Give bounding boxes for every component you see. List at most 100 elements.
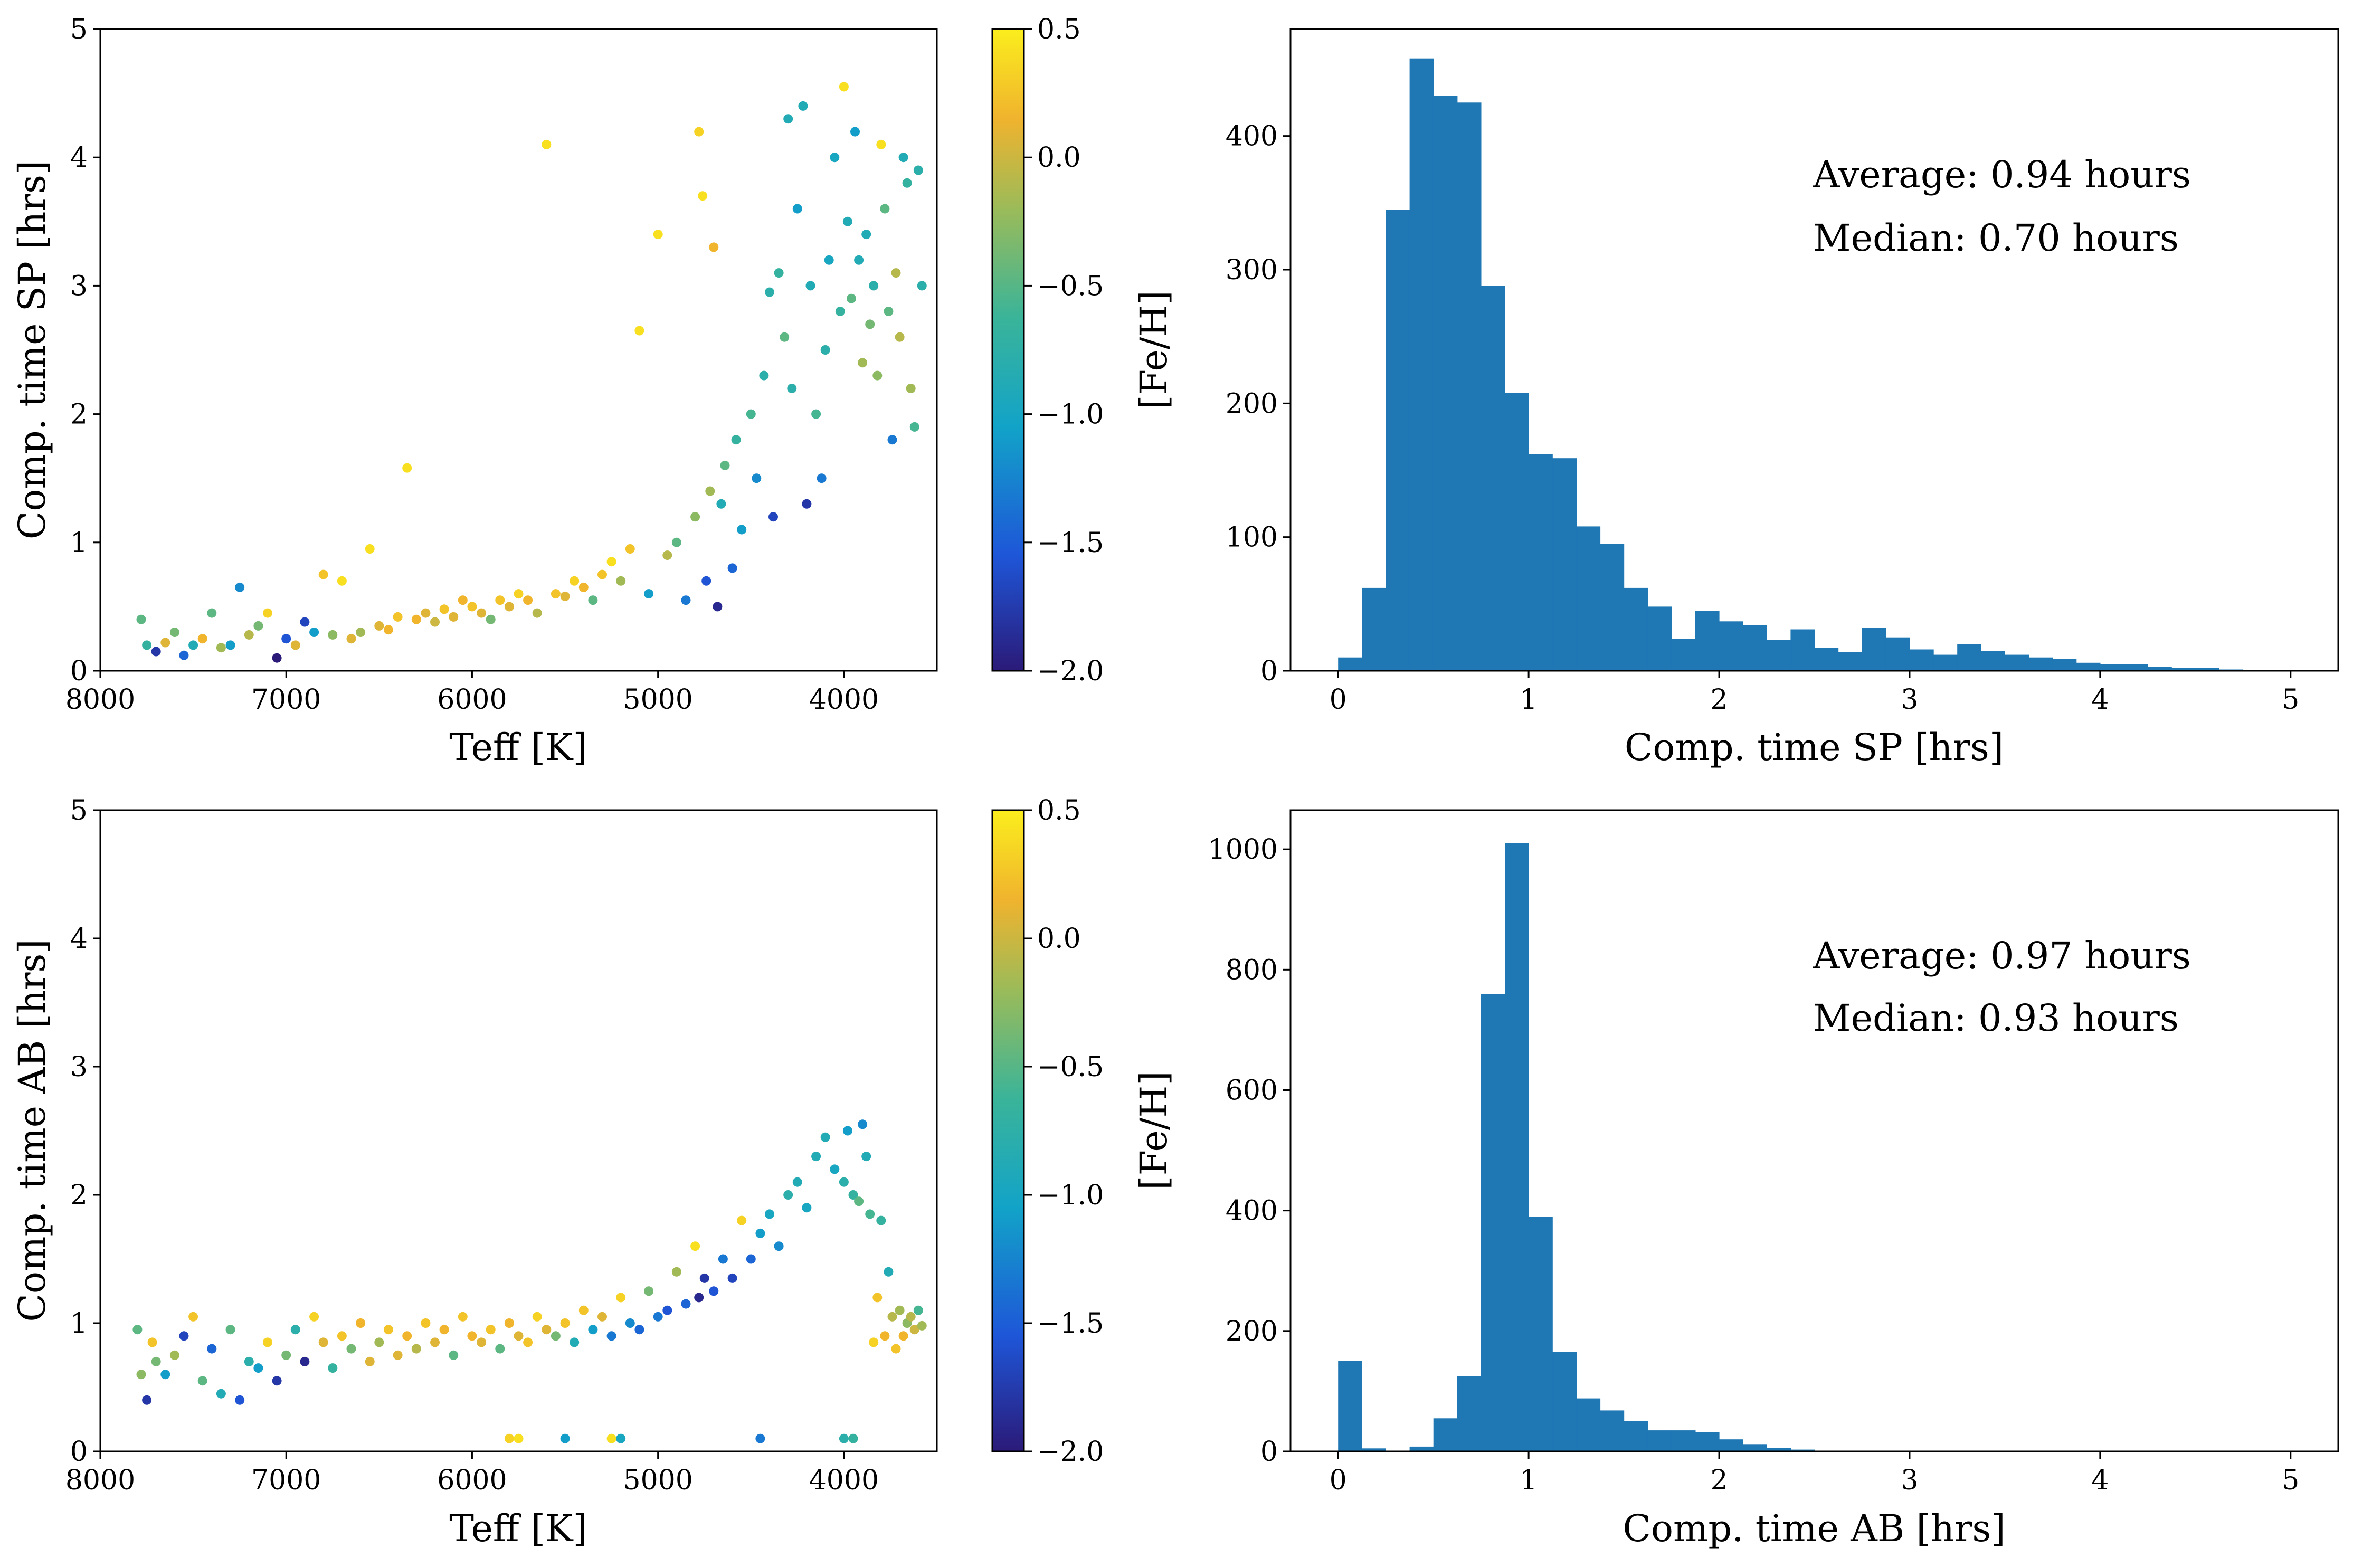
histogram-bar — [1957, 644, 1981, 671]
scatter-point — [393, 1350, 403, 1360]
scatter-point — [188, 1312, 198, 1322]
scatter-point — [504, 1318, 514, 1328]
scatter-point — [694, 127, 704, 137]
histogram-bar — [2195, 668, 2219, 671]
histogram-bar — [1719, 621, 1743, 671]
y-tick-label: 0 — [1260, 1436, 1278, 1468]
scatter-ab-points — [132, 1119, 927, 1443]
scatter-point — [842, 216, 852, 226]
scatter-point — [570, 1337, 580, 1347]
colorbar-tick-label: −1.0 — [1037, 399, 1104, 431]
scatter-point — [865, 1209, 875, 1219]
scatter-point — [917, 1320, 927, 1331]
scatter-point — [458, 595, 468, 605]
scatter-point — [759, 370, 769, 381]
scatter-point — [681, 1299, 691, 1309]
scatter-point — [869, 1337, 879, 1347]
scatter-point — [662, 1305, 672, 1315]
histogram-bar — [1362, 1448, 1386, 1451]
scatter-point — [898, 153, 908, 163]
y-tick-label: 0 — [1260, 655, 1278, 687]
histogram-bar — [1600, 1410, 1625, 1451]
histogram-bar — [1433, 1418, 1458, 1451]
scatter-point — [328, 1363, 338, 1373]
scatter-point — [597, 569, 607, 579]
scatter-point — [705, 486, 715, 496]
hist-sp-frame — [1289, 28, 2339, 672]
scatter-point — [514, 589, 524, 599]
histogram-bar — [1695, 611, 1720, 671]
scatter-point — [421, 608, 431, 618]
scatter-ab-ylabel: Comp. time AB [hrs] — [11, 939, 54, 1322]
x-tick-label: 2 — [1710, 684, 1728, 716]
scatter-point — [895, 332, 905, 342]
scatter-point — [216, 1389, 226, 1399]
histogram-bar — [1624, 1421, 1648, 1451]
scatter-point — [783, 114, 793, 124]
histogram-bar — [1647, 1430, 1672, 1451]
scatter-point — [207, 1344, 217, 1354]
scatter-point — [765, 287, 774, 297]
histogram-bar — [2052, 659, 2077, 671]
scatter-point — [671, 1267, 681, 1277]
histogram-bar — [1838, 652, 1863, 671]
scatter-point — [644, 589, 654, 599]
scatter-point — [755, 1228, 765, 1238]
x-tick-label: 6000 — [437, 1465, 507, 1496]
scatter-point — [716, 499, 726, 509]
scatter-point — [909, 422, 919, 432]
histogram-bar — [1576, 526, 1601, 671]
scatter-point — [606, 557, 616, 567]
scatter-point — [824, 255, 834, 265]
scatter-point — [588, 1325, 598, 1335]
scatter-point — [727, 1273, 737, 1283]
scatter-point — [625, 1318, 635, 1328]
histogram-bar — [1457, 102, 1482, 671]
scatter-point — [783, 1190, 793, 1200]
scatter-point — [699, 1273, 709, 1283]
scatter-point — [486, 614, 496, 624]
hist-sp-yticks: 0 100 200 300 400 — [1226, 121, 1291, 687]
colorbar-tick-label: −1.5 — [1037, 527, 1104, 559]
y-tick-label: 1 — [70, 527, 88, 559]
scatter-point — [309, 1312, 319, 1322]
scatter-point — [805, 281, 815, 291]
hist-ab-panel: 0 1 2 3 4 5 0 200 400 600 800 1000 Comp. time AB [… — [1208, 809, 2339, 1550]
hist-sp-xlabel: Comp. time SP [hrs] — [1625, 726, 2004, 769]
hist-ab-frame — [1289, 809, 2339, 1452]
hist-sp-average-annotation: Average: 0.94 hours — [1813, 153, 2191, 196]
scatter-point — [477, 608, 487, 618]
scatter-point — [383, 625, 393, 635]
x-tick-label: 5 — [2282, 684, 2299, 716]
scatter-point — [142, 1395, 152, 1405]
scatter-point — [634, 1325, 644, 1335]
scatter-point — [830, 153, 840, 163]
histogram-bar — [1409, 1446, 1434, 1451]
scatter-point — [880, 1331, 890, 1341]
scatter-point — [235, 582, 245, 592]
histogram-bar — [1671, 639, 1696, 671]
scatter-point — [839, 1177, 849, 1187]
scatter-point — [523, 595, 533, 605]
scatter-point — [880, 204, 890, 214]
scatter-point — [430, 1337, 440, 1347]
scatter-point — [495, 1344, 505, 1354]
scatter-point — [169, 1350, 179, 1360]
scatter-sp-panel: 8000 7000 6000 5000 4000 0 1 2 3 4 5 Teff [K] Com… — [11, 14, 938, 769]
scatter-point — [235, 1395, 245, 1405]
scatter-point — [811, 409, 821, 419]
histogram-bar — [1529, 1217, 1553, 1451]
scatter-point — [839, 1433, 849, 1443]
x-tick-label: 2 — [1710, 1465, 1728, 1496]
y-tick-label: 5 — [70, 795, 88, 826]
colorbar-tick-label: 0.5 — [1037, 14, 1081, 45]
histogram-bar — [1790, 1449, 1815, 1451]
scatter-point — [151, 647, 161, 657]
x-tick-label: 1 — [1520, 684, 1538, 716]
colorbar-tick-label: 0.5 — [1037, 795, 1081, 826]
y-tick-label: 300 — [1226, 254, 1278, 286]
scatter-point — [597, 1312, 607, 1322]
y-tick-label: 200 — [1226, 1316, 1278, 1347]
y-tick-label: 4 — [70, 923, 88, 955]
scatter-point — [848, 1190, 858, 1200]
